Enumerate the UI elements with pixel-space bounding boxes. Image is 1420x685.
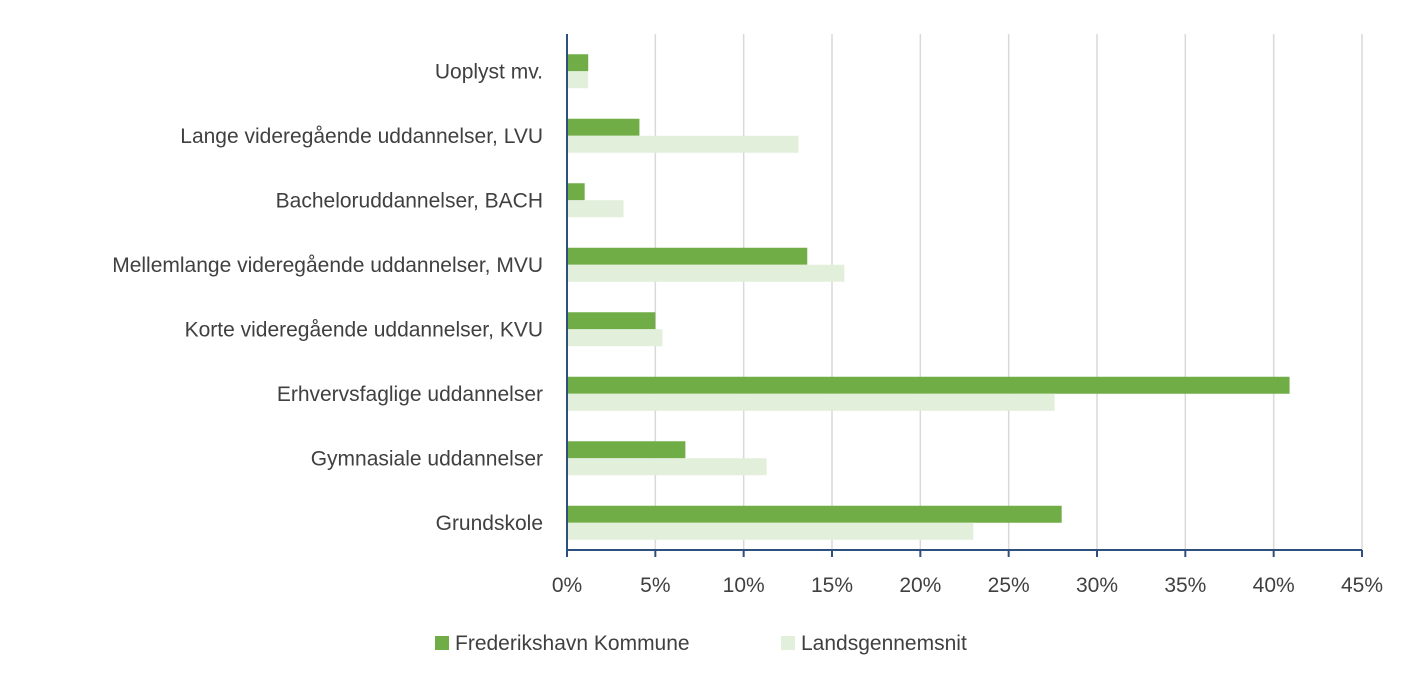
tick-label: 5% [640, 574, 670, 597]
bar-frederikshavn [567, 118, 640, 136]
bar-frederikshavn [567, 505, 1062, 523]
category-labels: Uoplyst mv. Lange videregående uddannelse… [112, 60, 543, 535]
bar-frederikshavn [567, 441, 686, 459]
category-label: Gymnasiale uddannelser [311, 447, 543, 470]
bar-landsgennemsnit [567, 71, 589, 89]
tick-label: 45% [1341, 574, 1383, 597]
bar-frederikshavn [567, 312, 656, 330]
bar-landsgennemsnit [567, 393, 1055, 411]
bar-landsgennemsnit [567, 522, 974, 540]
tick-label: 40% [1253, 574, 1295, 597]
category-label: Erhvervsfaglige uddannelser [277, 383, 543, 406]
tick-label: 10% [723, 574, 765, 597]
tick-label: 25% [988, 574, 1030, 597]
legend-label: Frederikshavn Kommune [455, 632, 690, 655]
bar-landsgennemsnit [567, 200, 624, 218]
tick-label: 35% [1164, 574, 1206, 597]
bar-landsgennemsnit [567, 458, 767, 476]
tick-label: 0% [552, 574, 582, 597]
legend-swatch [435, 636, 449, 650]
category-label: Uoplyst mv. [435, 60, 543, 83]
bar-landsgennemsnit [567, 329, 663, 347]
x-axis: 0% 5% 10% 15% 20% 25% 30% 35% 40% 45% [552, 34, 1383, 597]
tick-label: 30% [1076, 574, 1118, 597]
gridlines [654, 34, 1363, 550]
category-label: Korte videregående uddannelser, KVU [185, 318, 543, 341]
bar-frederikshavn [567, 247, 808, 265]
tick-label: 20% [899, 574, 941, 597]
legend-label: Landsgennemsnit [801, 632, 967, 655]
bar-frederikshavn [567, 376, 1290, 394]
legend: Frederikshavn Kommune Landsgennemsnit [435, 632, 967, 655]
category-label: Mellemlange videregående uddannelser, MV… [112, 254, 543, 277]
tick-label: 15% [811, 574, 853, 597]
legend-swatch [781, 636, 795, 650]
category-label: Bacheloruddannelser, BACH [276, 189, 543, 212]
category-label: Grundskole [436, 512, 543, 535]
category-label: Lange videregående uddannelser, LVU [180, 125, 543, 148]
bar-frederikshavn [567, 183, 585, 201]
bar-landsgennemsnit [567, 264, 845, 282]
bar-frederikshavn [567, 54, 589, 72]
bars [567, 54, 1290, 540]
bar-landsgennemsnit [567, 135, 799, 153]
